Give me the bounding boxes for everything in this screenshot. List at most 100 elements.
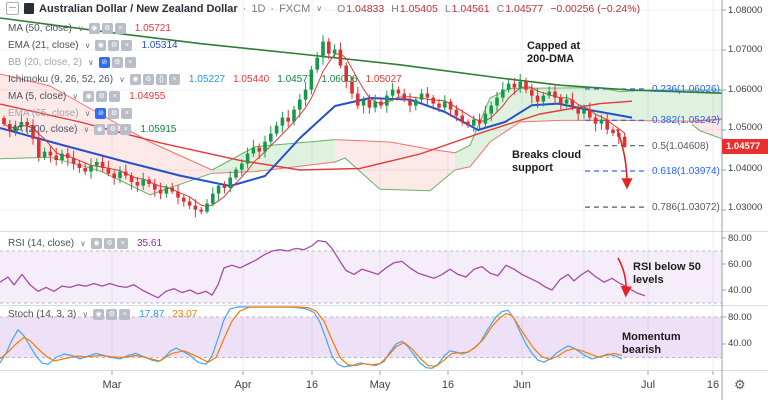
gear-icon[interactable]: ⚙ <box>106 309 118 320</box>
close-icon[interactable]: × <box>119 309 131 320</box>
chevron-down-icon[interactable]: ∨ <box>87 58 94 67</box>
ohlc-values: O1.04833 H1.05405 L1.04561 C1.04577 −0.0… <box>337 2 641 15</box>
time-axis-label: Jul <box>640 379 656 391</box>
close-icon[interactable]: × <box>124 57 136 68</box>
open-value: 1.04833 <box>346 2 385 15</box>
eye-off-icon[interactable]: ⊘ <box>98 57 110 68</box>
time-axis-label: Mar <box>102 379 122 391</box>
legend-row-ma5: MA (5, close) ∨ ◉ ⚙ × 1.04955 <box>8 91 166 102</box>
close-icon[interactable]: × <box>117 238 128 249</box>
flag-icon[interactable] <box>24 3 34 14</box>
eye-icon[interactable]: ◉ <box>95 40 107 51</box>
price-axis-label: 1.03000 <box>728 202 763 213</box>
gear-icon[interactable]: ⚙ <box>107 124 119 135</box>
eye-icon[interactable]: ◉ <box>83 91 95 102</box>
chevron-down-icon[interactable]: ∨ <box>119 75 125 84</box>
ma200-value: 1.05915 <box>140 124 177 135</box>
legend-row-ema65: EMA (65, close) ∨ ⊘ ⚙ × <box>8 106 133 121</box>
ma50-value: 1.05721 <box>134 23 171 34</box>
chevron-down-icon[interactable]: ∨ <box>77 24 84 33</box>
fib-level-label[interactable]: 0.5(1.04608) <box>652 141 709 152</box>
eye-icon[interactable]: ◉ <box>91 238 102 249</box>
legend-row-ema21: EMA (21, close) ∨ ◉ ⚙ × 1.05314 <box>8 40 178 51</box>
exchange-label: FXCM <box>279 2 311 15</box>
stoch-axis-label: 40.00 <box>728 338 752 349</box>
chevron-down-icon[interactable]: ∨ <box>84 41 91 50</box>
close-icon[interactable]: × <box>109 91 121 102</box>
price-axis-label: 1.05000 <box>728 122 763 133</box>
eye-icon[interactable]: ◉ <box>129 74 141 85</box>
chevron-down-icon[interactable]: ∨ <box>72 92 79 101</box>
chevron-down-icon[interactable]: ∨ <box>80 239 86 248</box>
close-icon[interactable]: × <box>120 124 132 135</box>
gear-icon[interactable]: ⚙ <box>104 238 115 249</box>
interval-label[interactable]: 1D <box>251 2 266 15</box>
price-axis-label: 1.08000 <box>728 5 763 16</box>
code-icon[interactable]: {} <box>155 74 167 85</box>
eye-off-icon[interactable]: ⊘ <box>95 108 107 119</box>
ema21-value: 1.05314 <box>141 40 178 51</box>
gear-icon[interactable]: ⚙ <box>111 57 123 68</box>
close-icon[interactable]: × <box>121 40 133 51</box>
price-axis-label: 1.06000 <box>728 84 763 95</box>
time-axis-label: Apr <box>234 379 252 391</box>
low-value: 1.04561 <box>451 2 490 15</box>
ichimoku-base-value: 1.05440 <box>233 74 270 85</box>
rsi-axis-label: 60.00 <box>728 259 752 270</box>
fib-level-label[interactable]: 0.382(1.05242) <box>652 115 720 126</box>
eye-icon[interactable]: ◉ <box>94 124 106 135</box>
chevron-down-icon[interactable]: ∨ <box>316 4 323 13</box>
legend-row-rsi: RSI (14, close) ∨ ◉ ⚙ × 35.61 <box>8 238 163 249</box>
chevron-down-icon[interactable]: ∨ <box>84 109 91 118</box>
rsi-value: 35.61 <box>137 238 163 249</box>
time-axis-label: Jun <box>513 379 531 391</box>
axis-settings-gear-icon[interactable]: ⚙ <box>734 377 746 392</box>
chevron-down-icon[interactable]: ∨ <box>82 310 89 319</box>
legend-row-ichimoku: Ichimoku (9, 26, 52, 26) ∨ ◉ ⚙{} × 1.05227 … <box>8 74 402 85</box>
rsi-axis-label: 40.00 <box>728 285 752 296</box>
time-axis-label: May <box>369 379 391 391</box>
chevron-down-icon[interactable]: ∨ <box>83 125 90 134</box>
rsi-axis-label: 80.00 <box>728 233 752 244</box>
legend-row-bb: BB (20, close, 2) ∨ ⊘ ⚙ × <box>8 55 136 70</box>
annotation-capped-200dma[interactable]: Capped at 200-DMA <box>527 40 581 65</box>
close-value: 1.04577 <box>505 2 544 15</box>
gear-icon[interactable]: ⚙ <box>96 91 108 102</box>
layout-icon[interactable] <box>6 2 19 15</box>
ichimoku-lagging-value: 1.04577 <box>277 74 314 85</box>
symbol-header: Australian Dollar / New Zealand Dollar ·… <box>6 2 640 15</box>
symbol-title[interactable]: Australian Dollar / New Zealand Dollar <box>39 2 238 15</box>
gear-icon[interactable]: ⚙ <box>142 74 154 85</box>
annotation-rsi-below-50[interactable]: RSI below 50 levels <box>633 261 701 286</box>
fib-level-label[interactable]: 0.236(1.06026) <box>652 84 720 95</box>
ichimoku-spanb-value: 1.05027 <box>365 74 402 85</box>
ma5-value: 1.04955 <box>129 91 166 102</box>
annotation-breaks-cloud[interactable]: Breaks cloud support <box>512 149 582 174</box>
gear-icon[interactable]: ⚙ <box>108 108 120 119</box>
legend-row-stoch: Stoch (14, 3, 3) ∨ ◉ ⚙ × 17.87 23.07 <box>8 309 198 320</box>
fib-level-label[interactable]: 0.618(1.03974) <box>652 166 720 177</box>
time-axis-label: 16 <box>441 379 455 391</box>
stoch-k-value: 17.87 <box>139 309 165 320</box>
gear-icon[interactable]: ⚙ <box>101 23 113 34</box>
time-axis-label: 16 <box>305 379 319 391</box>
fib-level-label[interactable]: 0.786(1.03072) <box>652 202 720 213</box>
stoch-axis-label: 80.00 <box>728 312 752 323</box>
price-axis-label: 1.07000 <box>728 44 763 55</box>
ichimoku-conversion-value: 1.05227 <box>188 74 226 85</box>
eye-icon[interactable]: ◉ <box>88 23 100 34</box>
close-icon[interactable]: × <box>121 108 133 119</box>
change-value: −0.00256 (−0.24%) <box>550 2 641 15</box>
close-icon[interactable]: × <box>114 23 126 34</box>
price-axis-label: 1.04000 <box>728 163 763 174</box>
gear-icon[interactable]: ⚙ <box>108 40 120 51</box>
legend-row-ma50: MA (50, close) ∨ ◉ ⚙ × 1.05721 <box>8 23 171 34</box>
time-axis-label: 16 <box>706 379 720 391</box>
ichimoku-spana-value: 1.06006 <box>321 74 358 85</box>
eye-icon[interactable]: ◉ <box>93 309 105 320</box>
stoch-d-value: 23.07 <box>172 309 198 320</box>
annotation-momentum-bearish[interactable]: Momentum bearish <box>622 331 681 356</box>
close-icon[interactable]: × <box>168 74 180 85</box>
